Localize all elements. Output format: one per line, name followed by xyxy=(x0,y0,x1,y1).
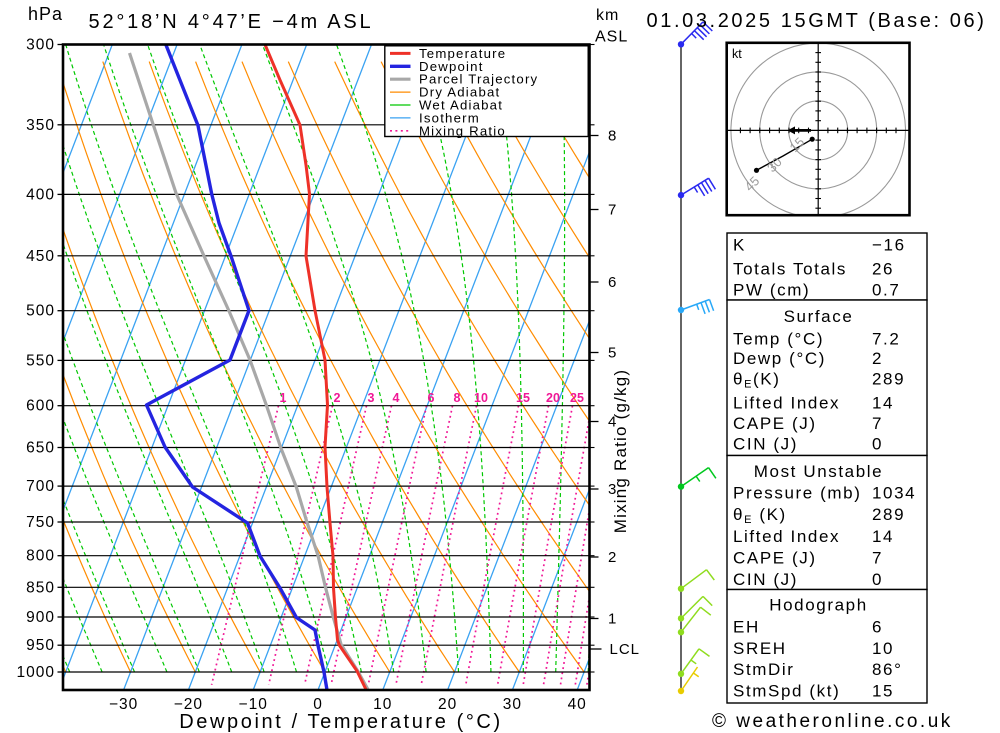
svg-text:Temp (°C): Temp (°C) xyxy=(733,330,824,349)
svg-text:20: 20 xyxy=(546,391,560,405)
svg-text:01.03.2025 15GMT (Base: 06): 01.03.2025 15GMT (Base: 06) xyxy=(647,10,987,32)
svg-text:6: 6 xyxy=(428,391,435,405)
svg-text:400: 400 xyxy=(26,186,55,203)
svg-text:6: 6 xyxy=(872,618,883,637)
svg-text:7: 7 xyxy=(872,414,883,433)
svg-text:4: 4 xyxy=(393,391,400,405)
svg-text:40: 40 xyxy=(568,696,587,713)
svg-text:26: 26 xyxy=(872,260,894,279)
svg-text:450: 450 xyxy=(26,248,55,265)
svg-text:30: 30 xyxy=(503,696,522,713)
svg-text:650: 650 xyxy=(26,440,55,457)
svg-text:Dewpoint / Temperature (°C): Dewpoint / Temperature (°C) xyxy=(179,711,502,733)
svg-text:5: 5 xyxy=(608,345,616,362)
svg-text:km: km xyxy=(596,7,619,24)
svg-text:Hodograph: Hodograph xyxy=(769,596,868,615)
svg-text:Isotherm: Isotherm xyxy=(419,110,480,125)
svg-text:86°: 86° xyxy=(872,660,903,679)
svg-text:1000: 1000 xyxy=(17,664,55,681)
svg-text:CAPE (J): CAPE (J) xyxy=(733,414,817,433)
svg-text:PW (cm): PW (cm) xyxy=(733,281,810,300)
svg-text:20: 20 xyxy=(438,696,457,713)
svg-text:15: 15 xyxy=(872,682,894,701)
svg-text:−16: −16 xyxy=(872,236,906,255)
svg-text:Lifted Index: Lifted Index xyxy=(733,394,840,413)
svg-text:θE(K): θE(K) xyxy=(733,370,780,391)
svg-text:−20: −20 xyxy=(174,696,203,713)
svg-text:52°18’N 4°47’E −4m ASL: 52°18’N 4°47’E −4m ASL xyxy=(89,11,374,33)
svg-text:2: 2 xyxy=(334,391,341,405)
svg-text:Surface: Surface xyxy=(784,307,854,326)
svg-text:−10: −10 xyxy=(239,696,268,713)
svg-text:900: 900 xyxy=(26,609,55,626)
svg-text:550: 550 xyxy=(26,352,55,369)
svg-text:0: 0 xyxy=(313,696,323,713)
svg-text:1: 1 xyxy=(280,391,287,405)
svg-text:10: 10 xyxy=(872,639,894,658)
svg-text:350: 350 xyxy=(26,117,55,134)
svg-text:4: 4 xyxy=(608,414,616,431)
svg-text:850: 850 xyxy=(26,579,55,596)
svg-text:Mixing Ratio (g/kg): Mixing Ratio (g/kg) xyxy=(611,369,630,534)
svg-text:10: 10 xyxy=(474,391,488,405)
svg-text:6: 6 xyxy=(608,274,616,291)
svg-text:3: 3 xyxy=(368,391,375,405)
svg-text:CIN (J): CIN (J) xyxy=(733,570,798,589)
svg-text:Temperature: Temperature xyxy=(419,46,506,61)
svg-text:7: 7 xyxy=(872,549,883,568)
svg-text:StmDir: StmDir xyxy=(733,660,795,679)
svg-text:700: 700 xyxy=(26,478,55,495)
svg-text:CIN (J): CIN (J) xyxy=(733,435,798,454)
svg-text:8: 8 xyxy=(454,391,461,405)
svg-text:800: 800 xyxy=(26,548,55,565)
svg-text:14: 14 xyxy=(872,527,894,546)
svg-text:© weatheronline.co.uk: © weatheronline.co.uk xyxy=(712,711,953,732)
svg-text:Dewp (°C): Dewp (°C) xyxy=(733,349,826,368)
svg-text:Pressure (mb): Pressure (mb) xyxy=(733,484,862,503)
svg-text:CAPE (J): CAPE (J) xyxy=(733,549,817,568)
svg-text:Lifted Index: Lifted Index xyxy=(733,527,840,546)
svg-text:289: 289 xyxy=(872,370,905,389)
svg-text:θE (K): θE (K) xyxy=(733,505,787,526)
svg-text:10: 10 xyxy=(373,696,392,713)
svg-text:14: 14 xyxy=(872,394,894,413)
svg-text:Mixing Ratio: Mixing Ratio xyxy=(419,123,506,138)
svg-text:7: 7 xyxy=(608,202,616,219)
svg-text:LCL: LCL xyxy=(610,641,641,658)
svg-text:950: 950 xyxy=(26,637,55,654)
svg-text:7.2: 7.2 xyxy=(872,330,900,349)
svg-text:SREH: SREH xyxy=(733,639,787,658)
svg-text:2: 2 xyxy=(872,349,883,368)
svg-text:−30: −30 xyxy=(109,696,138,713)
svg-text:Wet Adiabat: Wet Adiabat xyxy=(419,98,503,113)
svg-text:750: 750 xyxy=(26,514,55,531)
svg-text:15: 15 xyxy=(516,391,530,405)
svg-text:0.7: 0.7 xyxy=(872,281,900,300)
svg-text:hPa: hPa xyxy=(28,4,63,24)
svg-text:1: 1 xyxy=(608,611,616,628)
svg-text:StmSpd (kt): StmSpd (kt) xyxy=(733,682,840,701)
svg-text:600: 600 xyxy=(26,398,55,415)
svg-text:289: 289 xyxy=(872,505,905,524)
svg-text:8: 8 xyxy=(608,128,616,145)
svg-text:300: 300 xyxy=(26,37,55,54)
svg-text:EH: EH xyxy=(733,618,760,637)
svg-text:0: 0 xyxy=(872,435,883,454)
svg-text:Dewpoint: Dewpoint xyxy=(419,59,484,74)
svg-text:Dry Adiabat: Dry Adiabat xyxy=(419,85,500,100)
svg-text:500: 500 xyxy=(26,303,55,320)
svg-text:0: 0 xyxy=(872,570,883,589)
svg-text:25: 25 xyxy=(570,391,584,405)
svg-text:1034: 1034 xyxy=(872,484,916,503)
svg-text:Parcel Trajectory: Parcel Trajectory xyxy=(419,72,538,87)
svg-text:kt: kt xyxy=(732,47,742,61)
svg-text:Most Unstable: Most Unstable xyxy=(754,462,883,481)
svg-text:K: K xyxy=(733,236,746,255)
svg-text:2: 2 xyxy=(608,549,616,566)
svg-text:Totals Totals: Totals Totals xyxy=(733,260,847,279)
svg-text:3: 3 xyxy=(608,481,616,498)
svg-text:ASL: ASL xyxy=(595,29,628,46)
